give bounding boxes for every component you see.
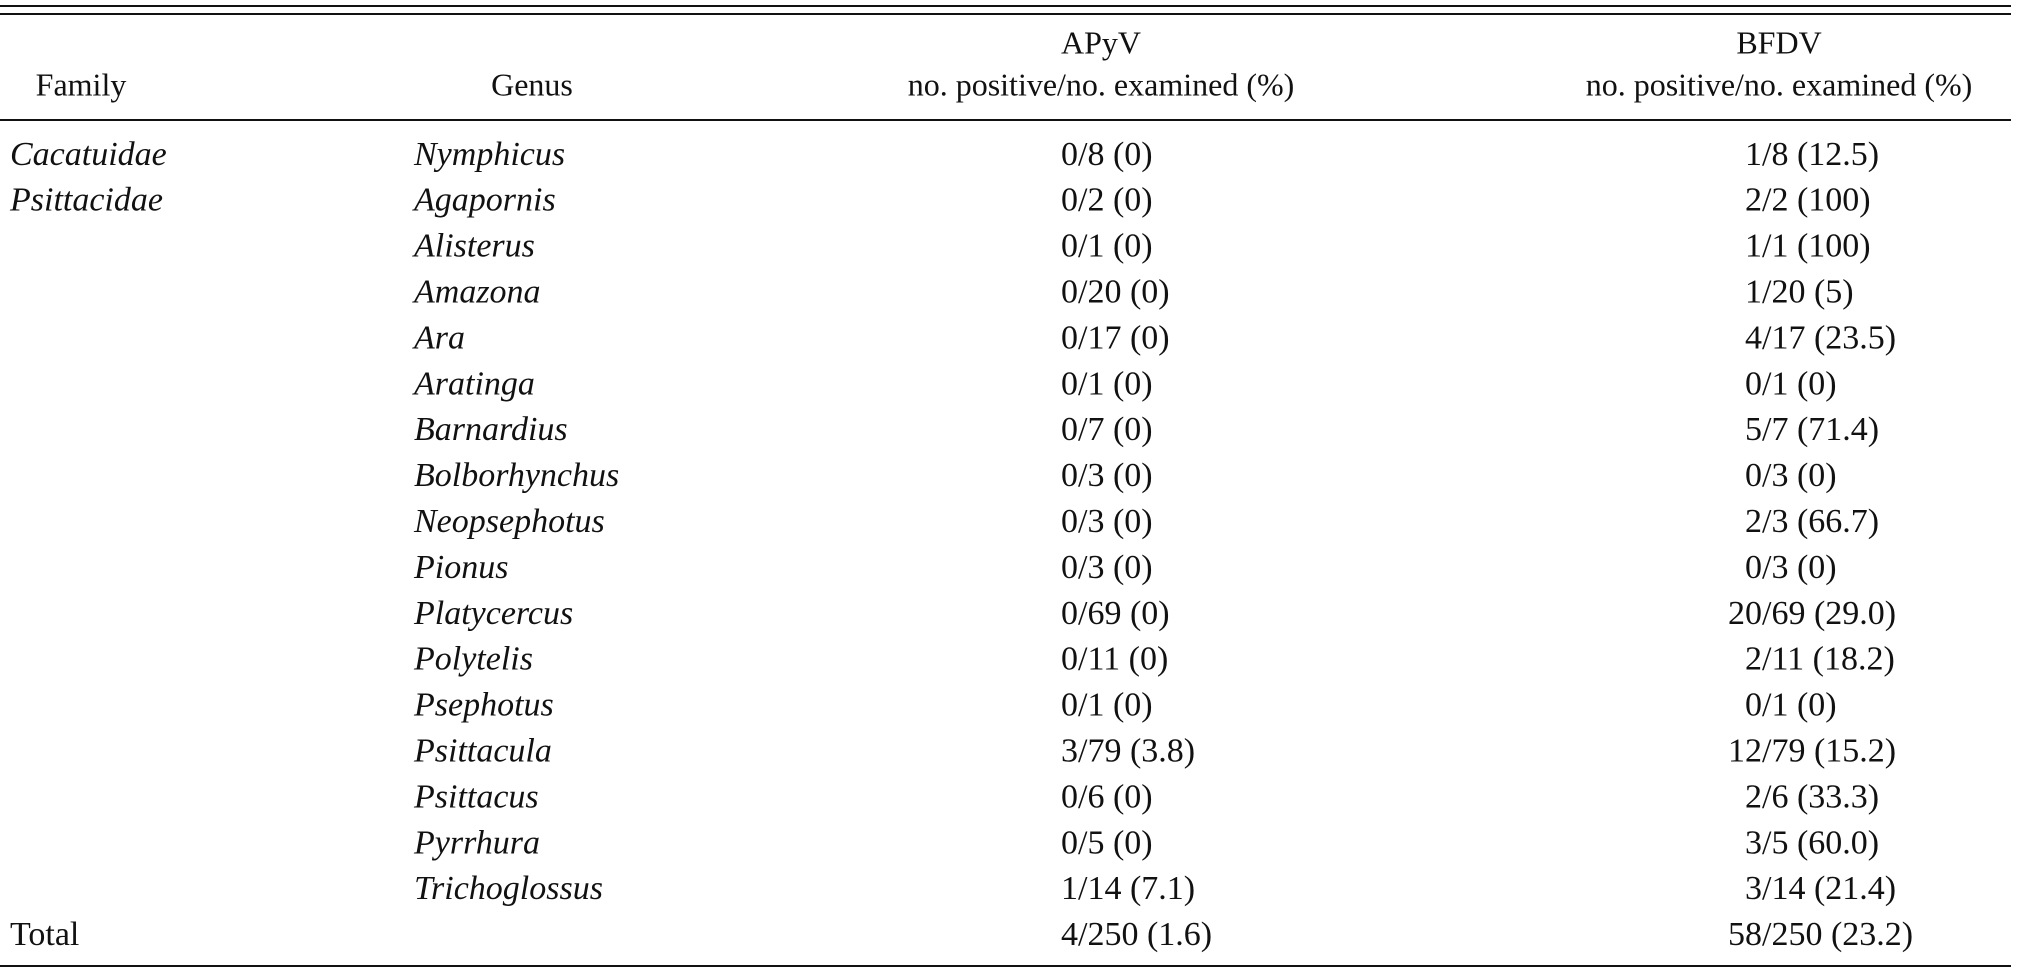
header-bfdv: BFDV — [1736, 24, 1821, 60]
apyv-cell: 0/2 (0) — [1061, 182, 1153, 219]
apyv-cell: 0/1 (0) — [1061, 365, 1153, 402]
bfdv-cell: 0/3 (0) — [1745, 457, 1837, 494]
apyv-cell: 1/14 (7.1) — [1061, 870, 1195, 907]
apyv-cell: 0/11 (0) — [1061, 641, 1168, 678]
bfdv-cell: 20/69 (29.0) — [1728, 595, 1896, 632]
apyv-cell: 0/7 (0) — [1061, 411, 1153, 448]
bfdv-cell: 5/7 (71.4) — [1745, 411, 1879, 448]
apyv-cell: 0/1 (0) — [1061, 228, 1153, 265]
genus-cell: Bolborhynchus — [414, 457, 619, 494]
genus-cell: Alisterus — [412, 228, 535, 265]
family-cell: Psittacidae — [9, 182, 163, 219]
genus-cell: Nymphicus — [413, 136, 565, 173]
genus-cell: Polytelis — [413, 641, 533, 678]
bfdv-cell: 0/1 (0) — [1745, 365, 1837, 402]
total-bfdv: 58/250 (23.2) — [1728, 916, 1913, 953]
bfdv-cell: 2/6 (33.3) — [1745, 778, 1879, 815]
apyv-cell: 0/3 (0) — [1061, 503, 1153, 540]
apyv-cell: 0/5 (0) — [1061, 824, 1153, 861]
bfdv-cell: 2/3 (66.7) — [1745, 503, 1879, 540]
header-apyv-sub: no. positive/no. examined (%) — [908, 66, 1295, 102]
genus-cell: Pyrrhura — [413, 824, 540, 861]
genus-cell: Psephotus — [413, 687, 554, 724]
genus-cell: Pionus — [413, 549, 508, 586]
bfdv-cell: 12/79 (15.2) — [1728, 732, 1896, 769]
bfdv-cell: 1/8 (12.5) — [1745, 136, 1879, 173]
genus-cell: Trichoglossus — [414, 870, 603, 907]
apyv-cell: 0/3 (0) — [1061, 549, 1153, 586]
bfdv-cell: 0/1 (0) — [1745, 687, 1837, 724]
apyv-cell: 3/79 (3.8) — [1061, 732, 1195, 769]
total-apyv: 4/250 (1.6) — [1061, 916, 1212, 953]
bfdv-cell: 1/20 (5) — [1745, 273, 1854, 310]
bfdv-cell: 3/14 (21.4) — [1745, 870, 1896, 907]
bfdv-cell: 2/2 (100) — [1745, 182, 1871, 219]
header-genus: Genus — [491, 66, 573, 102]
family-cell: Cacatuidae — [10, 136, 167, 173]
total-label: Total — [10, 916, 79, 953]
bfdv-cell: 1/1 (100) — [1745, 228, 1871, 265]
genus-cell: Aratinga — [412, 365, 535, 402]
bfdv-cell: 0/3 (0) — [1745, 549, 1837, 586]
apyv-cell: 0/6 (0) — [1061, 778, 1153, 815]
genus-cell: Neopsephotus — [413, 503, 605, 540]
bfdv-cell: 2/11 (18.2) — [1745, 641, 1895, 678]
genus-cell: Barnardius — [414, 411, 568, 448]
apyv-cell: 0/3 (0) — [1061, 457, 1153, 494]
genus-cell: Agapornis — [412, 182, 556, 219]
bfdv-cell: 3/5 (60.0) — [1745, 824, 1879, 861]
apyv-cell: 0/8 (0) — [1061, 136, 1153, 173]
genus-cell: Ara — [412, 319, 465, 356]
bfdv-cell: 4/17 (23.5) — [1745, 319, 1896, 356]
apyv-cell: 0/20 (0) — [1061, 273, 1170, 310]
genus-cell: Psittacula — [413, 732, 552, 769]
apyv-cell: 0/17 (0) — [1061, 319, 1170, 356]
apyv-cell: 0/1 (0) — [1061, 687, 1153, 724]
header-apyv: APyV — [1061, 24, 1141, 60]
genus-cell: Amazona — [412, 273, 541, 310]
header-family: Family — [36, 66, 127, 102]
genus-cell: Platycercus — [413, 595, 573, 632]
apyv-cell: 0/69 (0) — [1061, 595, 1170, 632]
header-bfdv-sub: no. positive/no. examined (%) — [1586, 66, 1973, 102]
genus-cell: Psittacus — [413, 778, 539, 815]
